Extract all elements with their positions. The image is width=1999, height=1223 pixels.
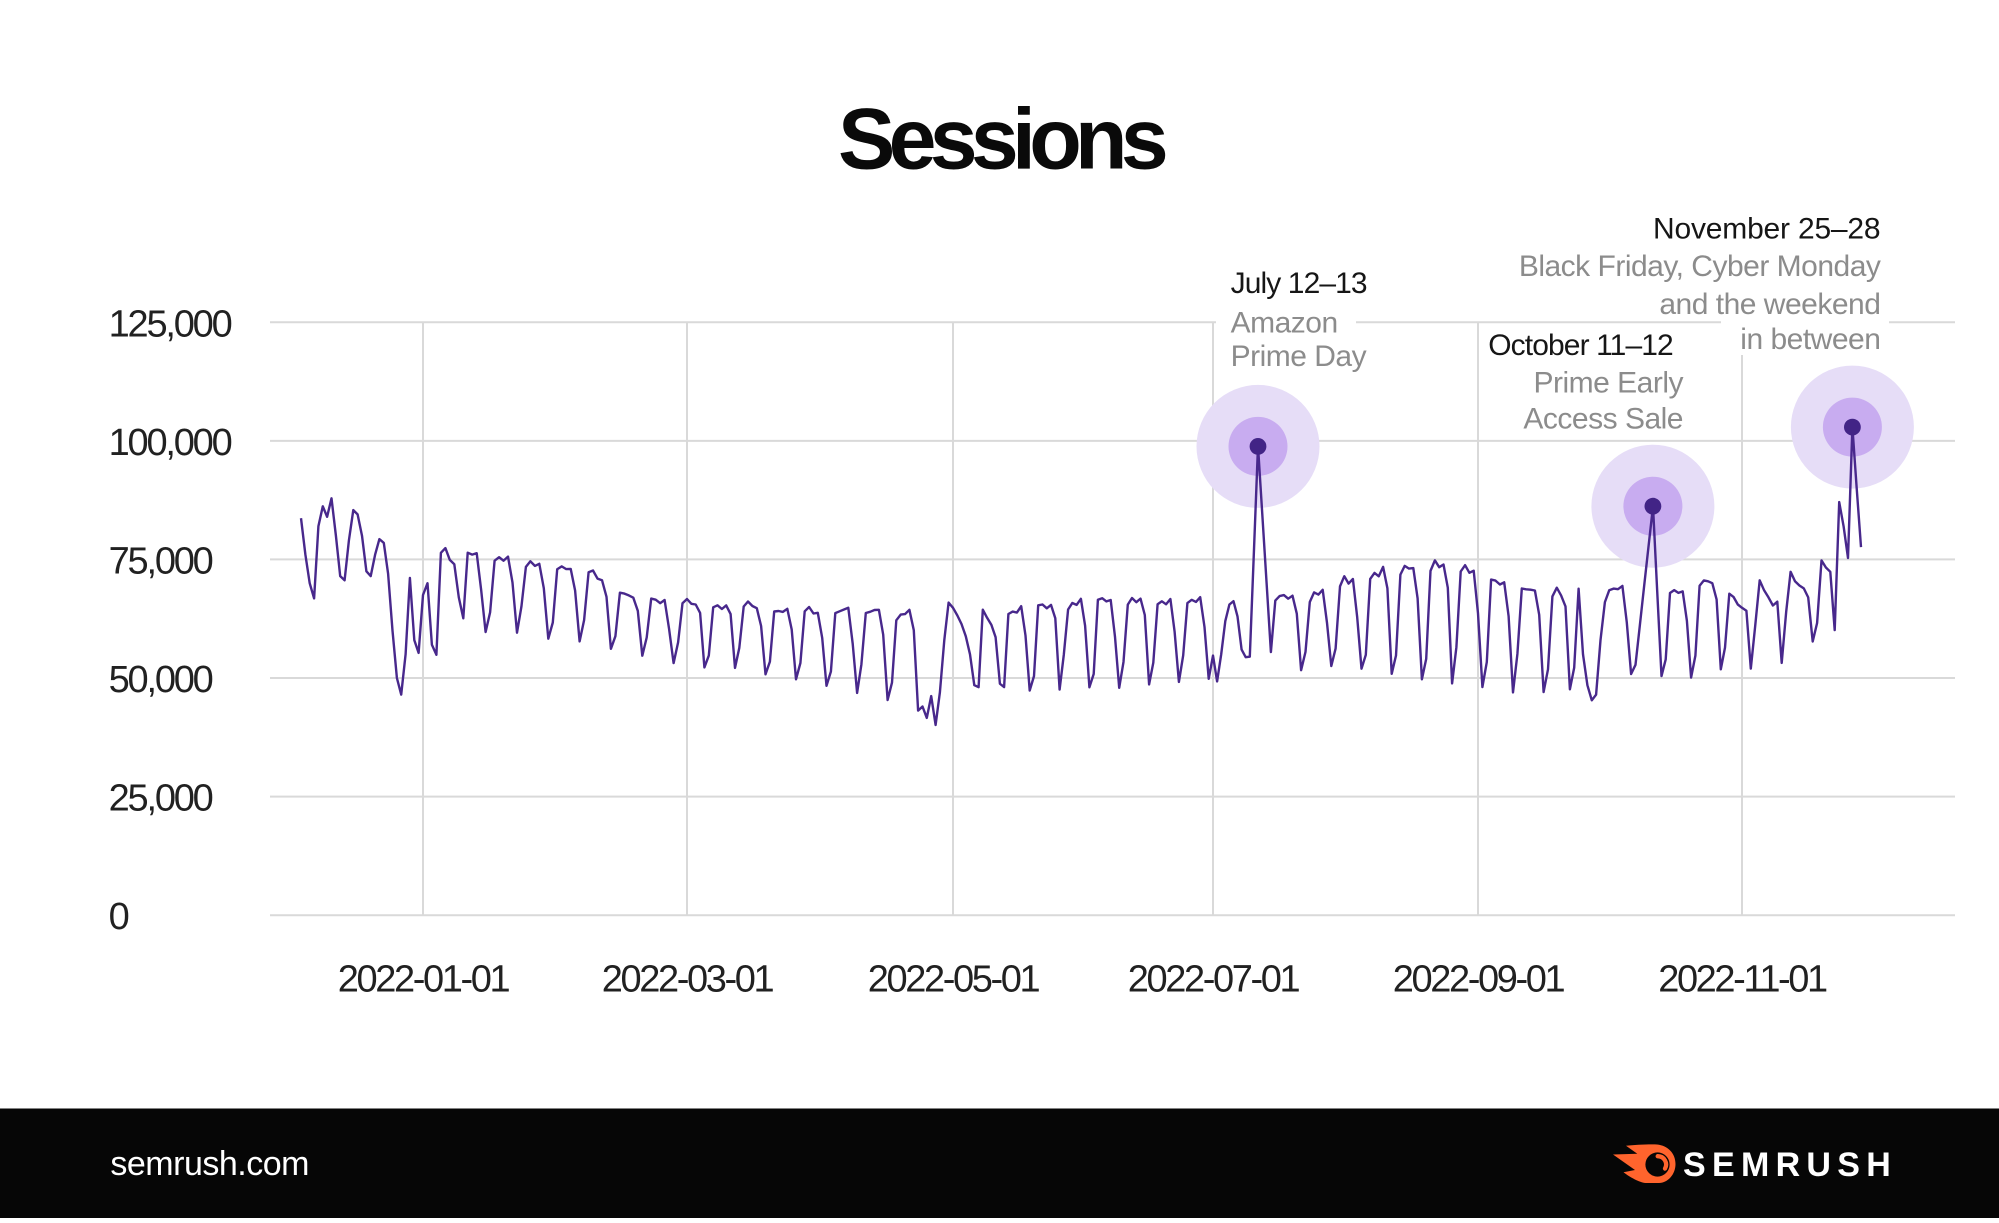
svg-text:0: 0	[109, 896, 129, 938]
svg-text:Sessions: Sessions	[838, 92, 1166, 188]
svg-text:100,000: 100,000	[109, 422, 232, 464]
svg-text:SEMRUSH: SEMRUSH	[1683, 1146, 1897, 1184]
svg-text:75,000: 75,000	[109, 540, 213, 582]
svg-text:2022-01-01: 2022-01-01	[338, 959, 510, 1001]
svg-text:in between: in between	[1740, 323, 1880, 356]
svg-text:2022-07-01: 2022-07-01	[1128, 959, 1300, 1001]
svg-text:Access Sale: Access Sale	[1523, 403, 1683, 436]
svg-text:semrush.com: semrush.com	[110, 1145, 309, 1183]
svg-text:50,000: 50,000	[109, 659, 213, 701]
svg-text:Prime Early: Prime Early	[1533, 366, 1683, 399]
svg-text:25,000: 25,000	[109, 778, 213, 820]
svg-text:Black Friday, Cyber Monday: Black Friday, Cyber Monday	[1519, 250, 1881, 283]
svg-text:November 25–28: November 25–28	[1653, 212, 1880, 245]
svg-text:2022-09-01: 2022-09-01	[1393, 959, 1565, 1001]
svg-text:Amazon: Amazon	[1231, 306, 1338, 339]
svg-text:and the weekend: and the weekend	[1659, 288, 1880, 321]
svg-text:2022-03-01: 2022-03-01	[602, 959, 774, 1001]
svg-text:October 11–12: October 11–12	[1488, 329, 1673, 362]
svg-text:July 12–13: July 12–13	[1231, 267, 1367, 300]
svg-text:2022-11-01: 2022-11-01	[1658, 959, 1827, 1001]
svg-text:125,000: 125,000	[109, 303, 232, 345]
svg-text:Prime Day: Prime Day	[1231, 340, 1367, 373]
svg-text:2022-05-01: 2022-05-01	[868, 959, 1040, 1001]
